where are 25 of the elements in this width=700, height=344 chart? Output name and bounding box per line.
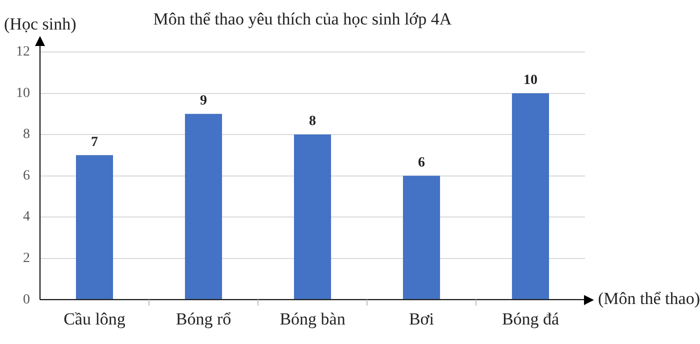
x-tick-label: Bóng đá [502, 309, 560, 328]
y-axis-title: (Học sinh) [4, 14, 76, 34]
y-tick-label: 8 [23, 127, 30, 142]
y-tick-label: 6 [23, 168, 30, 184]
data-label: 8 [309, 114, 316, 130]
x-tick-label: Bơi [408, 309, 434, 328]
data-label: 7 [91, 134, 98, 150]
data-label: 9 [200, 94, 207, 109]
x-axis-title: (Môn thể thao) [598, 289, 700, 308]
y-tick-label: 4 [23, 210, 30, 225]
data-label: 6 [418, 155, 425, 170]
bar [512, 93, 550, 300]
bar [184, 114, 222, 300]
y-tick-label: 12 [16, 44, 30, 60]
bar [402, 176, 440, 300]
chart-title: Môn thể thao yêu thích của học sinh lớp 4A [153, 9, 452, 28]
data-label: 10 [524, 72, 538, 88]
y-tick-label: 0 [23, 292, 30, 308]
bar [294, 134, 332, 300]
x-tick-label: Bóng bàn [280, 309, 346, 328]
y-tick-label: 2 [23, 251, 30, 266]
y-tick-label: 10 [16, 86, 30, 101]
x-tick-label: Cầu lông [64, 309, 126, 328]
x-tick-label: Bóng rổ [176, 309, 232, 328]
bar [76, 155, 114, 300]
